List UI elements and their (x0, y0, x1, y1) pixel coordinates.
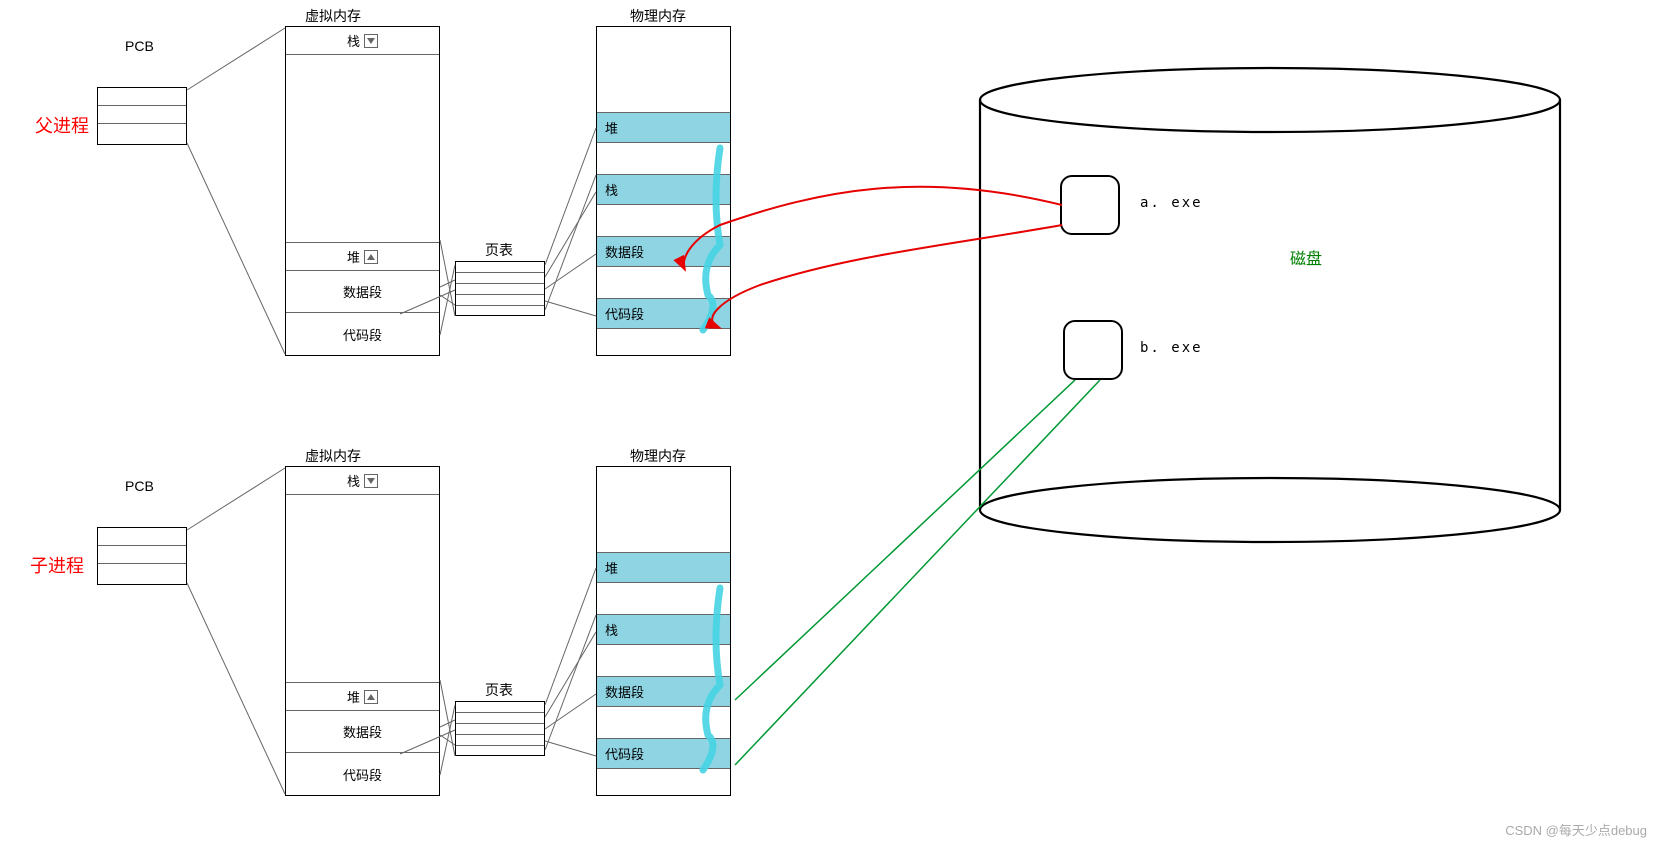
vm-code-row: 代码段 (286, 313, 439, 355)
pm-heap-row: 堆 (597, 553, 730, 583)
vm-code-row: 代码段 (286, 753, 439, 795)
file-b-label: b. exe (1140, 340, 1203, 356)
pm-box-parent: 堆 栈 数据段 代码段 (596, 26, 731, 356)
file-b-box (1063, 320, 1123, 380)
pm-code-row: 代码段 (597, 299, 730, 329)
pcb-vm-lines-child (187, 468, 285, 794)
pcb-row (98, 106, 186, 124)
pagetable-box-child (455, 701, 545, 756)
disk-label: 磁盘 (1290, 245, 1322, 269)
vm-gap-row (286, 495, 439, 683)
pm-stack-row: 栈 (597, 615, 730, 645)
vm-stack-label: 栈 (347, 31, 360, 50)
arrow-up-icon (364, 250, 378, 264)
arrow-up-icon (364, 690, 378, 704)
pt-pm-lines-child (545, 568, 596, 756)
pcb-row (98, 88, 186, 106)
file-a-box (1060, 175, 1120, 235)
pcb-box-parent (97, 87, 187, 145)
pagetable-row (456, 295, 544, 306)
pcb-box-child (97, 527, 187, 585)
pm-heap-row: 堆 (597, 113, 730, 143)
vm-heap-row: 堆 (286, 243, 439, 271)
pm-row (597, 205, 730, 237)
pcb-label-child: PCB (125, 478, 154, 494)
pcb-row (98, 528, 186, 546)
pm-row (597, 27, 730, 113)
pm-row (597, 143, 730, 175)
vm-data-row: 数据段 (286, 271, 439, 313)
connections-overlay (0, 0, 1665, 849)
pcb-row (98, 546, 186, 564)
pagetable-row (456, 746, 544, 757)
pm-box-child: 堆 栈 数据段 代码段 (596, 466, 731, 796)
pcb-label-parent: PCB (125, 38, 154, 54)
pm-data-row: 数据段 (597, 237, 730, 267)
pagetable-row (456, 724, 544, 735)
vm-box-child: 栈 堆 数据段 代码段 (285, 466, 440, 796)
vm-heap-label: 堆 (347, 687, 360, 706)
vm-box-parent: 栈 堆 数据段 代码段 (285, 26, 440, 356)
vm-stack-row: 栈 (286, 467, 439, 495)
arrow-down-icon (364, 34, 378, 48)
pm-row (597, 769, 730, 795)
pt-pm-lines-parent (545, 128, 596, 316)
pm-row (597, 645, 730, 677)
green-lines (735, 380, 1100, 765)
pm-row (597, 707, 730, 739)
pagetable-row (456, 702, 544, 713)
pm-row (597, 467, 730, 553)
pm-data-row: 数据段 (597, 677, 730, 707)
pm-label-child: 物理内存 (630, 446, 686, 466)
pagetable-row (456, 262, 544, 273)
pagetable-row (456, 306, 544, 317)
child-process-label: 子进程 (30, 552, 84, 578)
pagetable-row (456, 735, 544, 746)
vm-label-child: 虚拟内存 (305, 446, 361, 466)
pagetable-label-parent: 页表 (485, 240, 513, 260)
arrow-down-icon (364, 474, 378, 488)
pagetable-box-parent (455, 261, 545, 316)
vm-heap-label: 堆 (347, 247, 360, 266)
pcb-row (98, 564, 186, 582)
file-a-label: a. exe (1140, 195, 1203, 211)
pcb-row (98, 124, 186, 142)
pm-row (597, 329, 730, 355)
pm-stack-row: 栈 (597, 175, 730, 205)
disk-cylinder (980, 68, 1560, 542)
vm-data-row: 数据段 (286, 711, 439, 753)
pcb-vm-lines-parent (187, 28, 285, 354)
vm-stack-row: 栈 (286, 27, 439, 55)
pagetable-row (456, 284, 544, 295)
pagetable-row (456, 273, 544, 284)
pm-row (597, 583, 730, 615)
vm-label-parent: 虚拟内存 (305, 6, 361, 26)
pagetable-label-child: 页表 (485, 680, 513, 700)
pagetable-row (456, 713, 544, 724)
pm-label-parent: 物理内存 (630, 6, 686, 26)
parent-process-label: 父进程 (35, 112, 89, 138)
pm-row (597, 267, 730, 299)
vm-gap-row (286, 55, 439, 243)
pm-code-row: 代码段 (597, 739, 730, 769)
watermark: CSDN @每天少点debug (1505, 820, 1647, 839)
vm-stack-label: 栈 (347, 471, 360, 490)
vm-heap-row: 堆 (286, 683, 439, 711)
red-arrows (684, 187, 1062, 328)
